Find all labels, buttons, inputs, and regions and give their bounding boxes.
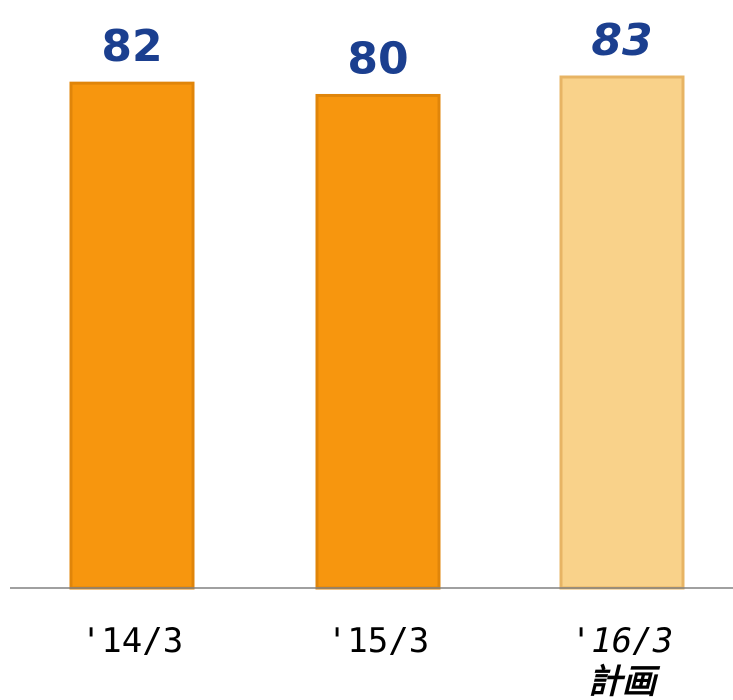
bar-2	[315, 93, 441, 590]
category-label-2: '15/3	[327, 621, 429, 661]
value-label-3: 83	[591, 15, 652, 66]
bar-3	[559, 75, 685, 590]
value-labels-group: 82 80 83	[101, 15, 652, 84]
category-sublabel-3: 計画	[588, 662, 661, 700]
value-label-1: 82	[101, 21, 162, 72]
value-label-2: 80	[347, 33, 408, 84]
bars-group	[69, 75, 685, 590]
bar-1	[69, 81, 195, 590]
category-label-3: '16/3	[571, 621, 673, 661]
category-label-1: '14/3	[81, 621, 183, 661]
category-labels-group: '14/3 '15/3 '16/3計画	[81, 621, 673, 700]
